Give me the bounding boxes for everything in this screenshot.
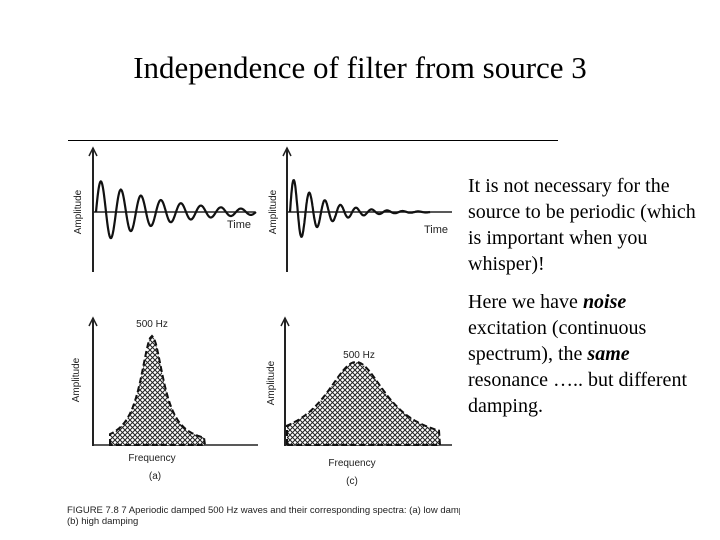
waveform <box>94 180 257 240</box>
emphasis: same <box>587 343 630 365</box>
waveform <box>288 179 431 239</box>
arrow <box>280 316 290 327</box>
x-axis-label: Frequency <box>128 453 175 464</box>
title-rule <box>68 140 558 141</box>
arrow <box>88 316 98 327</box>
panel-label: (a) <box>149 471 161 482</box>
spectrum <box>286 361 442 446</box>
slide-title: Independence of filter from source 3 <box>133 50 587 85</box>
x-axis-label: Time <box>227 219 251 231</box>
paragraph: Here we have noise excitation (continuou… <box>468 289 700 419</box>
body-text: It is not necessary for the source to be… <box>468 173 700 431</box>
caption: (b) high damping <box>67 516 138 527</box>
x-axis-label: Frequency <box>328 458 375 469</box>
x-axis-label: Time <box>424 224 448 236</box>
y-axis-label: Amplitude <box>73 189 84 234</box>
arrow <box>282 146 292 157</box>
emphasis: noise <box>582 291 627 313</box>
text-run: Here we have <box>468 291 583 313</box>
figure: Amplitude Time Amplitude Time Amplitude 500 H… <box>67 146 460 527</box>
y-axis-label: Amplitude <box>268 189 279 234</box>
peak-label: 500 Hz <box>136 319 168 330</box>
text-run: It is not necessary for the source to be… <box>468 175 696 275</box>
peak-label: 500 Hz <box>343 350 375 361</box>
caption: FIGURE 7.8 7 Aperiodic damped 500 Hz wav… <box>67 505 460 516</box>
panel-label: (c) <box>346 476 358 487</box>
text-run: excitation (continuous spectrum), the <box>468 317 647 365</box>
spectrum <box>109 334 207 446</box>
y-axis-label: Amplitude <box>266 360 277 405</box>
arrow <box>88 146 98 157</box>
y-axis-label: Amplitude <box>71 357 82 402</box>
paragraph: It is not necessary for the source to be… <box>468 173 700 277</box>
text-run: resonance ….. but different damping. <box>468 369 687 417</box>
